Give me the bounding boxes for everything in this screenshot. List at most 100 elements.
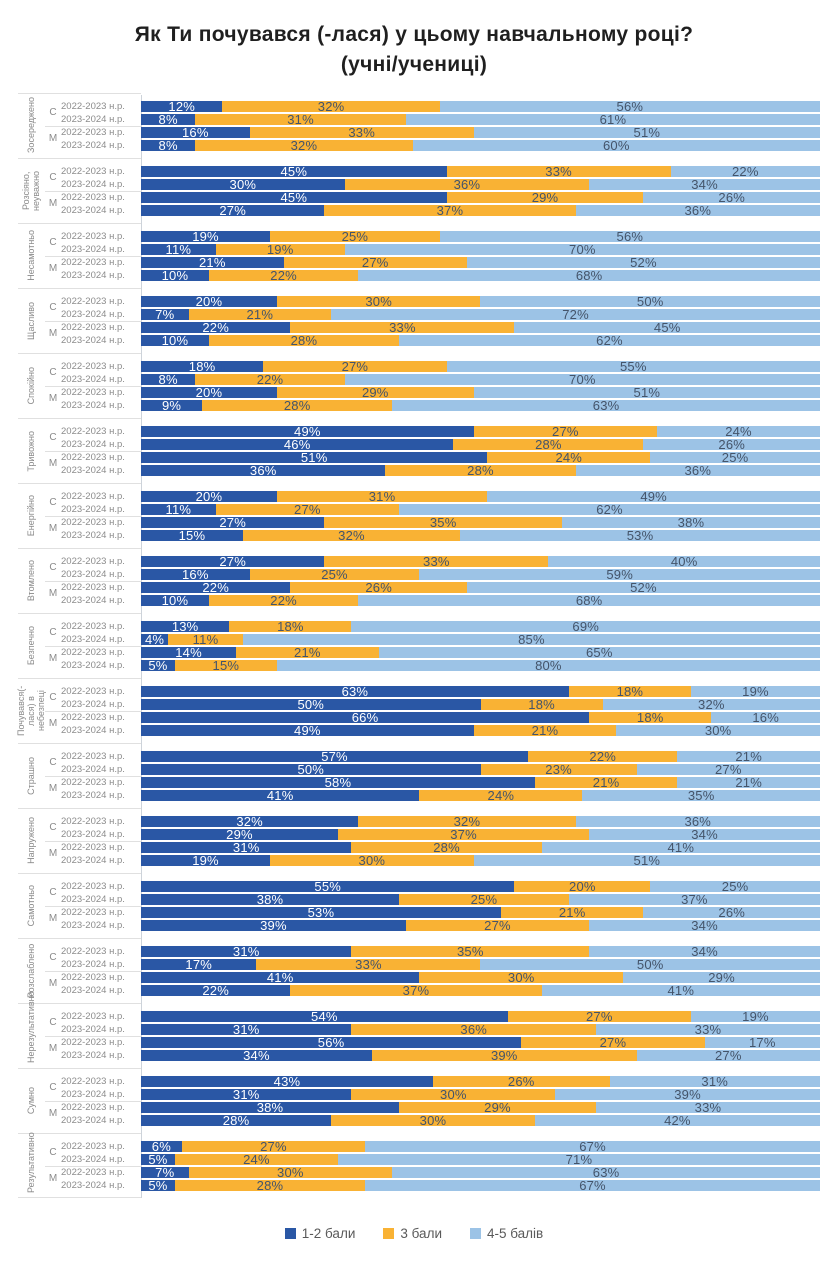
bar-segment-score-4-5: 67%: [365, 1179, 820, 1192]
bar-segment-score-1-2: 27%: [141, 516, 325, 529]
bar-value-label: 51%: [300, 449, 328, 465]
bar-segment-score-3: 25%: [270, 230, 440, 243]
bar-value-label: 41%: [266, 969, 294, 985]
bar-segment-score-1-2: 5%: [141, 659, 175, 672]
year-label: 2022-2023 н.р.: [61, 1140, 125, 1152]
subgroup-label: С: [49, 627, 57, 639]
stacked-bar: 58% 21% 21%: [141, 776, 820, 789]
year-label: 2023-2024 н.р.: [61, 568, 125, 580]
bar-value-label: 57%: [321, 748, 348, 764]
bar-segment-score-1-2: 20%: [141, 386, 277, 399]
stacked-bar: 4% 11% 85%: [141, 631, 820, 647]
bar-value-label: 31%: [232, 839, 260, 855]
category-group: Самотньо С 2022-2023 н.р. 55% 20% 25% 2023-202…: [0, 872, 828, 938]
bar-segment-score-1-2: 34%: [141, 1049, 372, 1062]
bar-segment-score-1-2: 8%: [141, 113, 196, 126]
bar-segment-score-3: 30%: [276, 295, 481, 308]
bar-value-label: 7%: [155, 306, 175, 322]
bar-value-label: 27%: [715, 1047, 742, 1063]
bar-segment-score-1-2: 50%: [141, 698, 481, 711]
bar-segment-score-3: 18%: [480, 698, 603, 711]
bar-value-label: 35%: [687, 787, 715, 803]
bar-value-label: 21%: [246, 306, 274, 322]
subgroup-divider: [45, 970, 141, 972]
bar-segment-score-3: 15%: [174, 659, 277, 672]
bar-segment-score-4-5: 34%: [589, 945, 820, 958]
bar-segment-score-1-2: 39%: [141, 919, 406, 932]
bar-value-label: 27%: [484, 917, 511, 933]
bar-segment-score-3: 18%: [568, 685, 691, 698]
bar-value-label: 10%: [161, 332, 189, 348]
subgroup-divider: [45, 1165, 141, 1167]
bar-value-label: 21%: [531, 722, 559, 738]
bar-segment-score-4-5: 30%: [616, 724, 820, 737]
bar-segment-score-1-2: 38%: [141, 893, 400, 906]
bar-value-label: 11%: [165, 241, 192, 257]
category-label: Почувався(-лася) в небезпеці: [16, 685, 47, 736]
bar-value-label: 11%: [192, 631, 219, 647]
bar-segment-score-3: 21%: [188, 306, 332, 322]
year-label: 2022-2023 н.р.: [61, 581, 125, 593]
bar-value-label: 15%: [178, 527, 206, 543]
stacked-bar: 20% 29% 51%: [141, 384, 820, 400]
bar-value-label: 16%: [182, 124, 209, 140]
bar-value-label: 30%: [440, 1086, 467, 1102]
year-label: 2023-2024 н.р.: [61, 464, 125, 476]
bar-segment-score-1-2: 22%: [141, 581, 291, 594]
bar-segment-score-4-5: 19%: [690, 685, 820, 698]
bar-segment-score-4-5: 32%: [602, 696, 820, 712]
year-label: 2023-2024 н.р.: [61, 1114, 125, 1126]
year-label: 2023-2024 н.р.: [61, 1023, 125, 1035]
bar-segment-score-1-2: 10%: [141, 594, 209, 607]
bar-segment-score-4-5: 26%: [643, 438, 820, 451]
page-title-line1: Як Ти почувався (-лася) у цьому навчальн…: [134, 23, 694, 46]
category-group: Розслаблено С 2022-2023 н.р. 31% 35% 34% 2023-…: [0, 937, 828, 1003]
stacked-bar: 10% 22% 68%: [141, 269, 820, 282]
year-label: 2022-2023 н.р.: [61, 516, 125, 528]
bar-segment-score-1-2: 28%: [141, 1114, 332, 1127]
bar-segment-score-3: 22%: [195, 373, 345, 386]
bar-value-label: 38%: [256, 1099, 284, 1115]
bar-segment-score-4-5: 70%: [344, 373, 820, 386]
subgroup-divider: [45, 190, 141, 192]
year-label: 2023-2024 н.р.: [61, 919, 125, 931]
bar-value-label: 34%: [691, 917, 718, 933]
year-label: 2023-2024 н.р.: [61, 633, 125, 645]
bar-value-label: 38%: [677, 514, 705, 530]
bar-value-label: 20%: [195, 488, 223, 504]
subgroup-label: М: [48, 198, 58, 210]
category-group: Результативно С 2022-2023 н.р. 6% 27% 67% 2023…: [0, 1132, 828, 1198]
year-label: 2022-2023 н.р.: [61, 620, 125, 632]
bar-segment-score-3: 27%: [263, 360, 447, 373]
bar-segment-score-1-2: 8%: [141, 373, 196, 386]
category-group: Почувався(-лася) в небезпеці С 2022-2023 н…: [0, 677, 828, 743]
bar-segment-score-3: 22%: [208, 269, 359, 282]
bar-value-label: 37%: [450, 826, 477, 842]
bar-value-label: 20%: [569, 878, 596, 894]
bar-segment-score-1-2: 27%: [141, 204, 325, 217]
stacked-bar: 20% 30% 50%: [141, 295, 820, 308]
year-label: 2022-2023 н.р.: [61, 776, 125, 788]
bar-value-label: 7%: [155, 1164, 175, 1180]
bar-value-label: 70%: [569, 241, 596, 257]
page-title: Як Ти почувався (-лася) у цьому навчальн…: [0, 0, 828, 81]
bar-segment-score-3: 25%: [249, 568, 420, 581]
subgroup-label: М: [48, 133, 58, 145]
stacked-bar: 22% 33% 45%: [141, 319, 820, 335]
bar-segment-score-4-5: 71%: [337, 1153, 820, 1166]
bar-segment-score-4-5: 41%: [541, 841, 820, 854]
subgroup-label: М: [48, 913, 58, 925]
year-label: 2023-2024 н.р.: [61, 243, 125, 255]
bar-segment-score-1-2: 54%: [141, 1010, 508, 1023]
year-label: 2022-2023 н.р.: [61, 1010, 125, 1022]
subgroup-divider: [45, 255, 141, 257]
bar-segment-score-1-2: 5%: [141, 1153, 175, 1166]
bar-value-label: 32%: [698, 696, 725, 712]
bar-segment-score-3: 28%: [208, 334, 399, 347]
bar-segment-score-1-2: 4%: [141, 633, 169, 646]
bar-value-label: 63%: [592, 1164, 620, 1180]
bar-value-label: 11%: [165, 501, 192, 517]
bar-value-label: 22%: [202, 319, 229, 335]
bar-value-label: 29%: [361, 384, 389, 400]
bar-value-label: 18%: [188, 358, 216, 374]
